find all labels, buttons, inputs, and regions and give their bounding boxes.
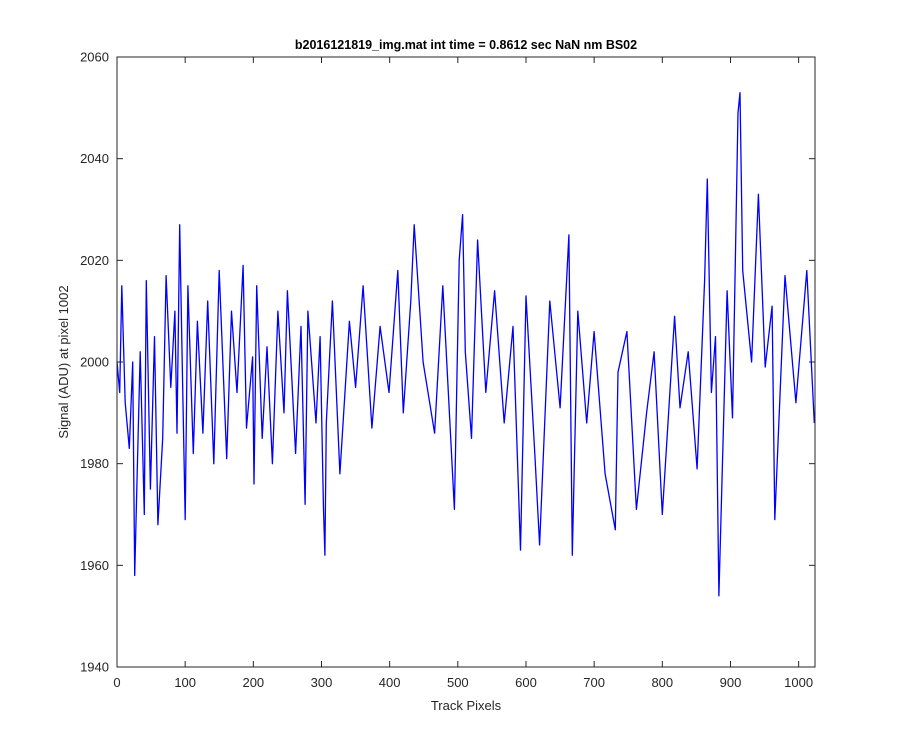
x-tick-label: 1000: [784, 675, 813, 690]
y-axis-label: Signal (ADU) at pixel 1002: [56, 285, 71, 438]
x-tick-label: 800: [651, 675, 673, 690]
y-tick-label: 1980: [80, 456, 109, 471]
y-tick-label: 2040: [80, 151, 109, 166]
series-line-0: [116, 91, 815, 597]
x-tick-label: 600: [515, 675, 537, 690]
chart-title: b2016121819_img.mat int time = 0.8612 se…: [295, 38, 637, 52]
x-tick-label: 100: [174, 675, 196, 690]
y-tick-label: 2000: [80, 355, 109, 370]
x-tick-label: 0: [113, 675, 120, 690]
x-tick-label: 900: [720, 675, 742, 690]
axes-frame: [116, 56, 816, 668]
x-tick-label: 200: [242, 675, 264, 690]
y-tick-label: 2060: [80, 50, 109, 65]
x-tick-label: 700: [583, 675, 605, 690]
y-tick-label: 2020: [80, 253, 109, 268]
x-tick-label: 500: [447, 675, 469, 690]
data-layer: [116, 91, 815, 597]
x-tick-label: 400: [379, 675, 401, 690]
ticks-layer: 0 100 200 300 400 500 600 700 800 900 1000 1940 1960…: [80, 50, 815, 690]
x-tick-label: 300: [311, 675, 333, 690]
y-tick-label: 1960: [80, 558, 109, 573]
x-axis-label: Track Pixels: [431, 698, 502, 713]
y-tick-label: 1940: [80, 660, 109, 675]
